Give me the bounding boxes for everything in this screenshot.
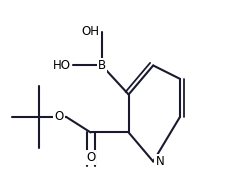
Text: O: O — [54, 110, 64, 123]
Text: N: N — [155, 155, 163, 168]
Text: O: O — [86, 151, 95, 164]
Text: OH: OH — [81, 26, 99, 39]
Text: B: B — [97, 59, 106, 72]
Text: HO: HO — [52, 59, 70, 72]
